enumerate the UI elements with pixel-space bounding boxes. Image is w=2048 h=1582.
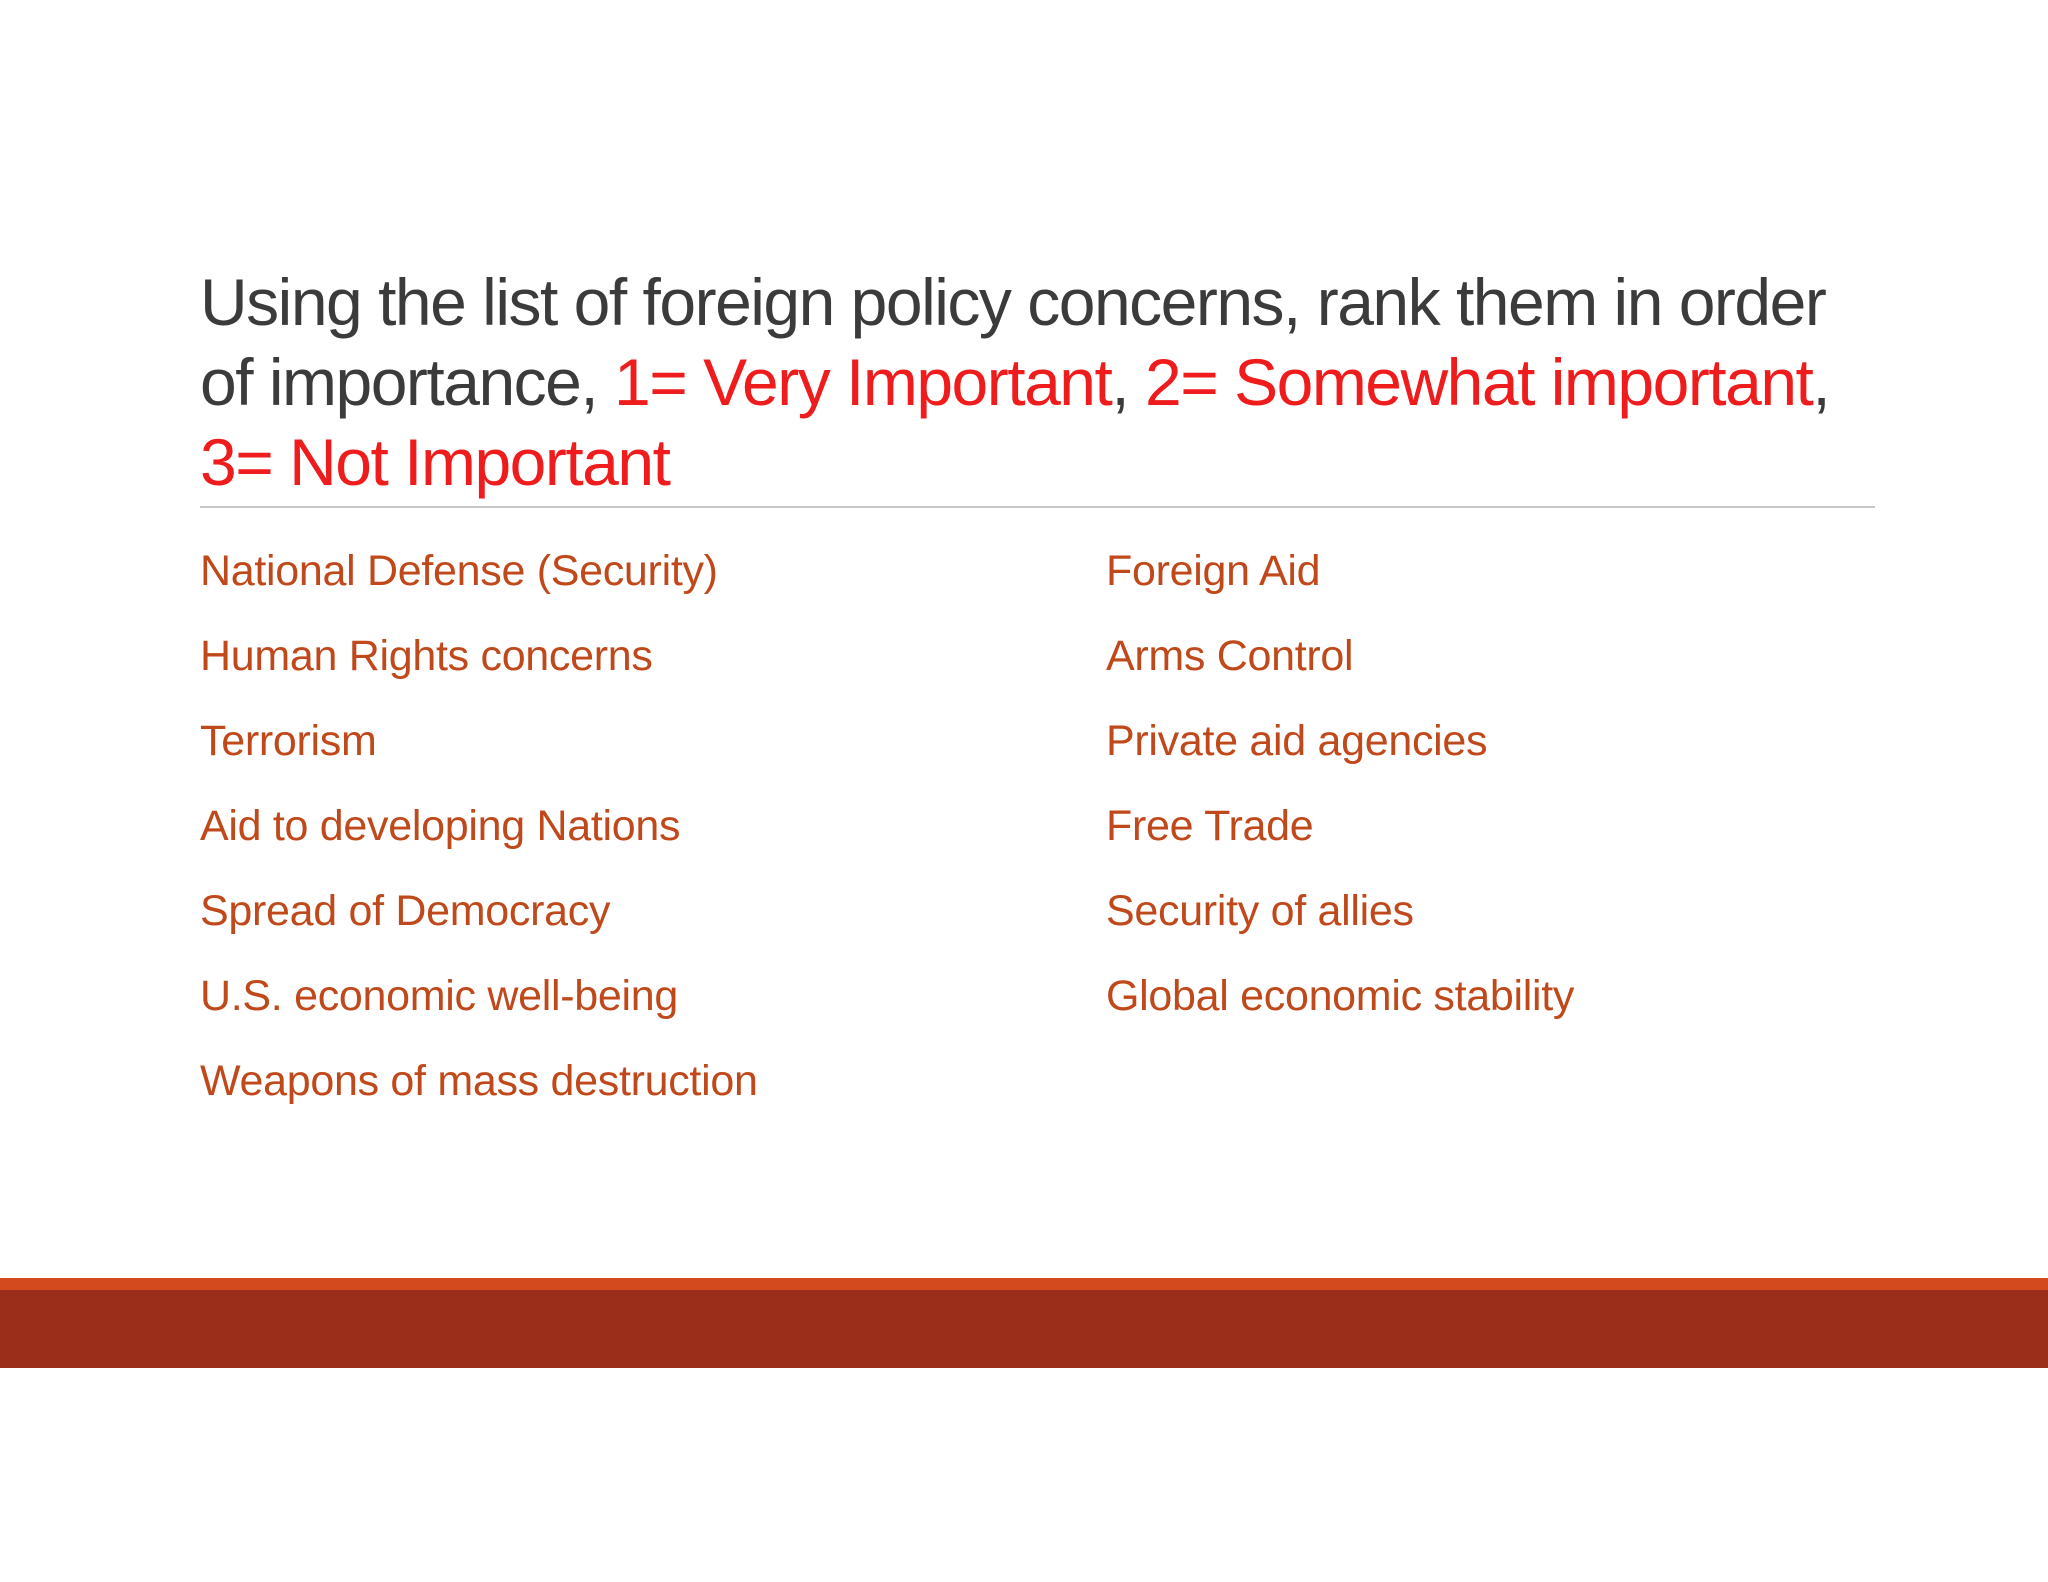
concern-item: U.S. economic well-being (200, 972, 678, 1020)
concerns-right-column: Foreign Aid Arms Control Private aid age… (1106, 529, 1574, 1039)
rank-2-label: 2= Somewhat important (1145, 345, 1814, 419)
concern-item: Weapons of mass destruction (200, 1057, 758, 1105)
slide-title: Using the list of foreign policy concern… (200, 262, 1880, 502)
concern-item: Global economic stability (1106, 972, 1575, 1020)
concern-item: Security of allies (1106, 887, 1414, 935)
rank-3-label: 3= Not Important (200, 425, 671, 499)
concern-item: Terrorism (200, 717, 377, 765)
title-divider (200, 506, 1875, 508)
rank-1-label: 1= Very Important (614, 345, 1113, 419)
concern-item: National Defense (Security) (200, 547, 718, 595)
concern-item: Private aid agencies (1106, 717, 1488, 765)
title-intro: Using the list of foreign policy concern… (200, 265, 1827, 419)
concern-item: Arms Control (1106, 632, 1354, 680)
concern-item: Human Rights concerns (200, 632, 653, 680)
concerns-left-column: National Defense (Security) Human Rights… (200, 529, 758, 1124)
concern-item: Spread of Democracy (200, 887, 611, 935)
footer-accent-stripe (0, 1278, 2048, 1290)
concern-item: Aid to developing Nations (200, 802, 681, 850)
concern-item: Foreign Aid (1106, 547, 1321, 595)
footer-band (0, 1290, 2048, 1368)
concern-item: Free Trade (1106, 802, 1314, 850)
title-separator: , (1111, 345, 1146, 419)
title-separator: , (1812, 345, 1830, 419)
